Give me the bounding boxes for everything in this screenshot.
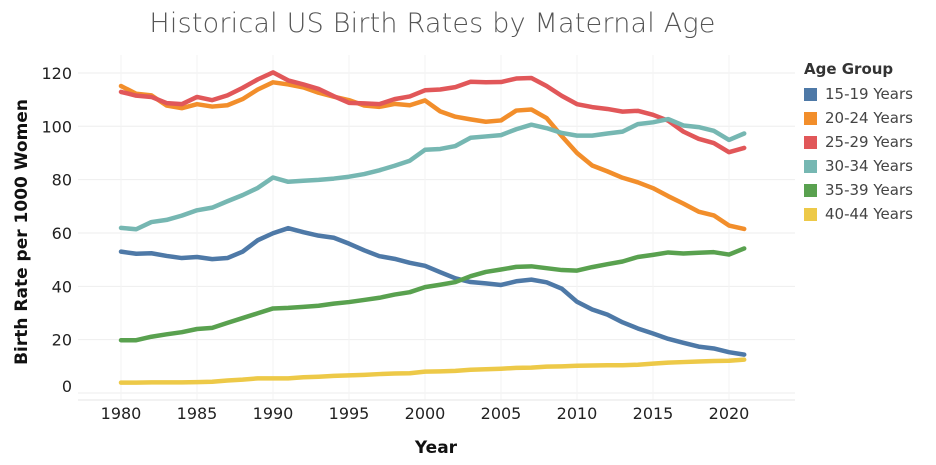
x-tick-label: 2020 — [709, 404, 750, 423]
legend-item-20-24-years[interactable]: 20-24 Years — [804, 106, 913, 130]
series-25-29-years — [118, 70, 747, 155]
legend-item-25-29-years[interactable]: 25-29 Years — [804, 130, 913, 154]
legend-swatch — [804, 207, 817, 221]
series-line-25-29-years — [118, 70, 747, 155]
x-tick-label: 2000 — [405, 404, 446, 423]
y-tick-label: 60 — [52, 224, 72, 243]
legend-label: 15-19 Years — [825, 85, 913, 103]
y-tick-label: 0 — [62, 377, 72, 396]
x-axis-label: Year — [414, 438, 458, 458]
legend-item-30-34-years[interactable]: 30-34 Years — [804, 154, 913, 178]
x-tick-label: 2005 — [481, 404, 522, 423]
series-line-15-19-years — [118, 225, 747, 357]
x-tick-label: 1980 — [101, 404, 142, 423]
series-40-44-years — [118, 357, 747, 385]
y-tick-label: 120 — [41, 64, 72, 83]
legend-item-35-39-years[interactable]: 35-39 Years — [804, 178, 913, 202]
y-tick-label: 20 — [52, 331, 72, 350]
x-tick-label: 1995 — [329, 404, 370, 423]
y-tick-label: 80 — [52, 171, 72, 190]
legend-label: 30-34 Years — [825, 157, 913, 175]
series-line-30-34-years — [118, 116, 747, 232]
series-15-19-years — [118, 225, 747, 357]
legend: Age Group 15-19 Years 20-24 Years 25-29 Ye… — [804, 60, 913, 226]
series-35-39-years — [118, 246, 747, 343]
x-tick-label: 2015 — [633, 404, 674, 423]
legend-swatch — [804, 87, 817, 101]
legend-swatch — [804, 159, 817, 173]
y-axis-label: Birth Rate per 1000 Women — [12, 99, 32, 365]
series-line-40-44-years — [118, 357, 747, 385]
x-tick-label: 2010 — [557, 404, 598, 423]
legend-title: Age Group — [804, 60, 894, 78]
legend-label: 40-44 Years — [825, 205, 913, 223]
chart-title: Historical US Birth Rates by Maternal Ag… — [149, 8, 716, 39]
y-tick-label: 100 — [41, 117, 72, 136]
legend-label: 35-39 Years — [825, 181, 913, 199]
x-tick-label: 1990 — [253, 404, 294, 423]
legend-swatch — [804, 135, 817, 149]
legend-item-40-44-years[interactable]: 40-44 Years — [804, 202, 913, 226]
y-tick-label: 40 — [52, 277, 72, 296]
legend-item-15-19-years[interactable]: 15-19 Years — [804, 82, 913, 106]
legend-swatch — [804, 111, 817, 125]
legend-label: 25-29 Years — [825, 133, 913, 151]
series-30-34-years — [118, 116, 747, 232]
series-line-35-39-years — [118, 246, 747, 343]
x-tick-label: 1985 — [177, 404, 218, 423]
legend-swatch — [804, 183, 817, 197]
legend-label: 20-24 Years — [825, 109, 913, 127]
series-line-20-24-years — [118, 80, 747, 232]
